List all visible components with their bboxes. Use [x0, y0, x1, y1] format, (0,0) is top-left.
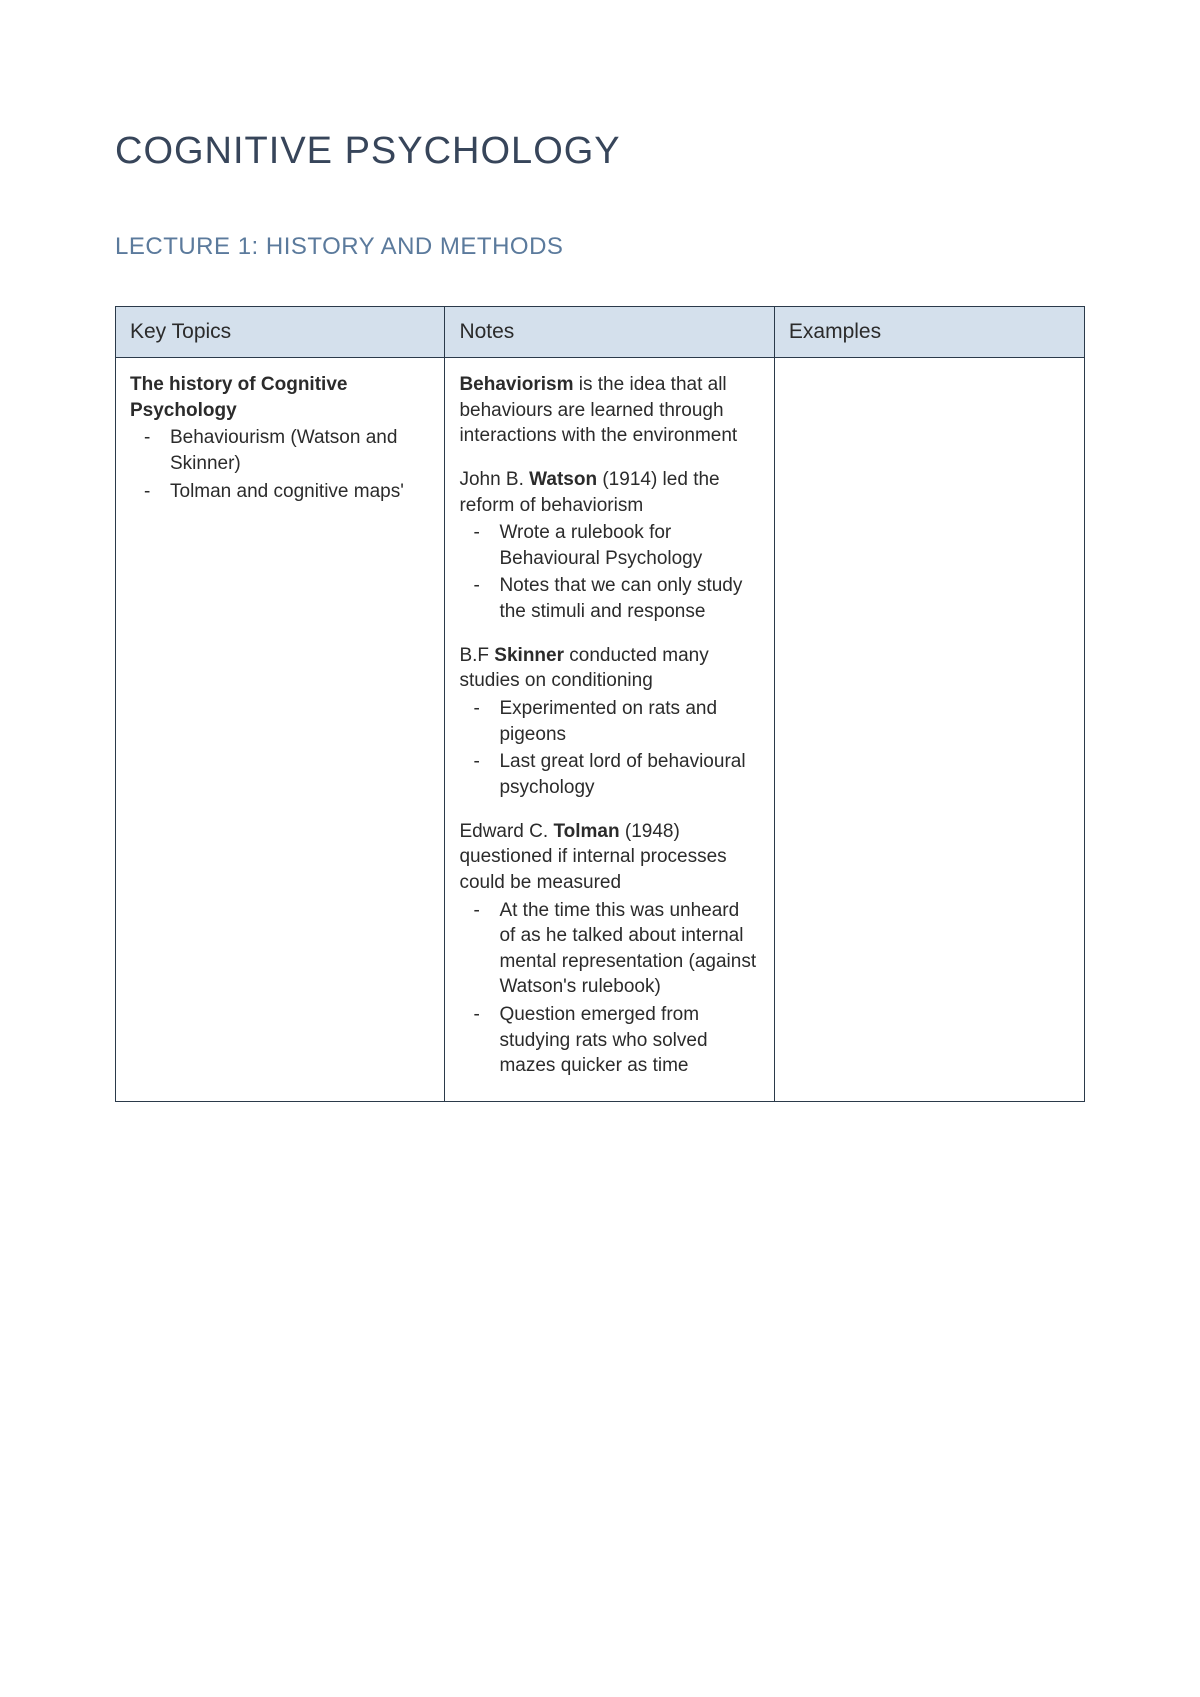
notes-bullets: Wrote a rulebook for Behavioural Psychol…	[459, 520, 759, 625]
page-subtitle: LECTURE 1: HISTORY AND METHODS	[115, 233, 1085, 261]
list-item: Behaviourism (Watson and Skinner)	[170, 425, 430, 476]
list-item: Question emerged from studying rats who …	[499, 1002, 759, 1079]
text: Edward C.	[459, 821, 553, 842]
notes-paragraph: Behaviorism is the idea that all behavio…	[459, 372, 759, 449]
notes-bullets: At the time this was unheard of as he ta…	[459, 898, 759, 1079]
notes-bullets: Experimented on rats and pigeons Last gr…	[459, 696, 759, 801]
list-item: Notes that we can only study the stimuli…	[499, 573, 759, 624]
page-title: COGNITIVE PSYCHOLOGY	[115, 130, 1085, 173]
key-topic-bullets: Behaviourism (Watson and Skinner) Tolman…	[130, 425, 430, 504]
term: Skinner	[494, 645, 564, 666]
header-key-topics: Key Topics	[116, 307, 445, 358]
cell-key-topics: The history of Cognitive Psychology Beha…	[116, 358, 445, 1102]
header-notes: Notes	[445, 307, 774, 358]
term: Watson	[529, 469, 597, 490]
notes-paragraph: John B. Watson (1914) led the reform of …	[459, 467, 759, 625]
key-topic-heading: The history of Cognitive Psychology	[130, 372, 430, 423]
list-item: Tolman and cognitive maps'	[170, 479, 430, 505]
list-item: Last great lord of behavioural psycholog…	[499, 749, 759, 800]
table-row: The history of Cognitive Psychology Beha…	[116, 358, 1085, 1102]
header-examples: Examples	[774, 307, 1084, 358]
term: Tolman	[553, 821, 619, 842]
notes-paragraph: B.F Skinner conducted many studies on co…	[459, 643, 759, 801]
table-header-row: Key Topics Notes Examples	[116, 307, 1085, 358]
text: B.F	[459, 645, 494, 666]
list-item: Experimented on rats and pigeons	[499, 696, 759, 747]
list-item: At the time this was unheard of as he ta…	[499, 898, 759, 1001]
lecture-table: Key Topics Notes Examples The history of…	[115, 306, 1085, 1102]
notes-paragraph: Edward C. Tolman (1948) questioned if in…	[459, 819, 759, 1079]
text: John B.	[459, 469, 529, 490]
cell-notes: Behaviorism is the idea that all behavio…	[445, 358, 774, 1102]
cell-examples	[774, 358, 1084, 1102]
term: Behaviorism	[459, 374, 573, 395]
list-item: Wrote a rulebook for Behavioural Psychol…	[499, 520, 759, 571]
